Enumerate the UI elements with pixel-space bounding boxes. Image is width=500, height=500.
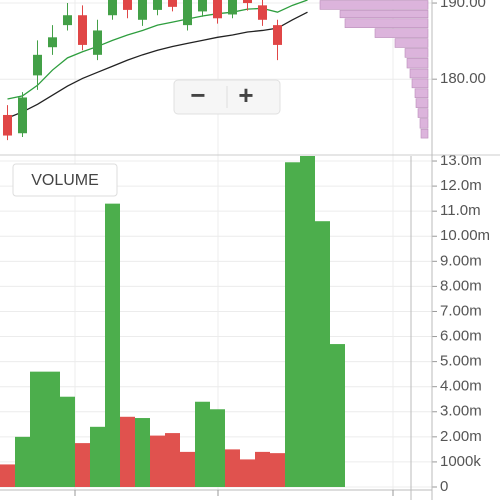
candle-body <box>153 0 162 10</box>
candle-body <box>273 25 282 45</box>
volume-panel <box>0 156 345 487</box>
y-tick-label: 2.00m <box>440 428 482 445</box>
moving-average-line <box>7 11 308 119</box>
zoom-in-button[interactable]: + <box>238 80 253 110</box>
y-tick-label: 6.00m <box>440 328 482 345</box>
profile-bar <box>409 68 429 79</box>
y-tick-label: 3.00m <box>440 403 482 420</box>
candle-body <box>198 0 207 12</box>
y-tick-label: 5.00m <box>440 353 482 370</box>
volume-bar <box>90 426 105 487</box>
candle-body <box>18 97 27 134</box>
y-tick-label: 1000k <box>440 453 481 470</box>
candle-body <box>243 0 252 4</box>
zoom-controls: − + <box>173 79 281 115</box>
volume-bar <box>0 464 15 487</box>
candle-body <box>3 114 12 136</box>
price-axis: 190.00 180.00 0 1000k 2.00m 3.00m 4.00m 5.00m 6.… <box>432 0 490 495</box>
profile-bar <box>344 18 429 28</box>
volume-bar <box>255 451 270 487</box>
candle-body <box>48 37 57 48</box>
price-panel <box>3 0 429 141</box>
profile-bar <box>319 0 429 10</box>
candle-body <box>108 0 117 16</box>
volume-bar <box>300 156 315 487</box>
profile-bar <box>415 98 429 108</box>
volume-bar <box>195 401 210 487</box>
y-tick-label: 4.00m <box>440 378 482 395</box>
volume-bar <box>165 433 180 487</box>
y-tick-label: 13.0m <box>440 152 482 169</box>
volume-bar <box>210 409 225 487</box>
profile-bar <box>406 58 429 69</box>
y-tick-label: 12.0m <box>440 177 482 194</box>
profile-bar <box>420 128 429 139</box>
profile-bar <box>419 118 429 129</box>
candle-body <box>78 15 87 45</box>
profile-bar <box>417 108 429 118</box>
volume-bar <box>60 396 75 487</box>
volume-bar <box>315 221 330 487</box>
volume-bar <box>225 449 240 487</box>
volume-bar <box>135 418 150 487</box>
y-tick-label: 9.00m <box>440 252 482 269</box>
candle-body <box>63 15 72 26</box>
y-tick-label: 7.00m <box>440 302 482 319</box>
profile-bar <box>404 48 429 58</box>
candle-body <box>168 0 177 7</box>
y-tick-label: 180.00 <box>440 70 486 87</box>
zoom-out-button[interactable]: − <box>190 80 205 110</box>
candle-body <box>228 0 237 15</box>
volume-bar <box>270 453 285 487</box>
profile-bar <box>374 28 429 38</box>
moving-average-line <box>7 0 308 100</box>
volume-bar <box>30 371 45 487</box>
candle-body <box>123 0 132 10</box>
volume-bar <box>105 203 120 487</box>
volume-bar <box>15 436 30 487</box>
profile-bar <box>411 78 429 89</box>
volume-bar <box>285 162 300 487</box>
y-tick-label: 10.00m <box>440 227 490 244</box>
candle-body <box>33 54 42 76</box>
candle-body <box>213 0 222 19</box>
y-tick-label: 11.0m <box>440 202 481 219</box>
y-tick-label: 0 <box>440 478 448 495</box>
volume-bar <box>120 416 135 487</box>
volume-bar <box>330 344 345 487</box>
y-tick-label: 8.00m <box>440 277 482 294</box>
y-tick-label: 190.00 <box>440 0 486 11</box>
volume-bar <box>150 435 165 487</box>
volume-label-box <box>12 163 118 197</box>
candle-body <box>258 5 267 20</box>
candle-body <box>138 0 147 20</box>
profile-bar <box>339 10 429 19</box>
volume-label: VOLUME <box>12 163 118 197</box>
profile-bar <box>414 88 429 99</box>
volume-bar <box>240 459 255 487</box>
volume-title: VOLUME <box>31 172 99 189</box>
volume-bar <box>75 443 90 487</box>
candle-body <box>183 0 192 26</box>
candle-body <box>93 30 102 55</box>
profile-bar <box>394 38 429 48</box>
volume-bar <box>180 451 195 487</box>
volume-bar <box>45 371 60 487</box>
